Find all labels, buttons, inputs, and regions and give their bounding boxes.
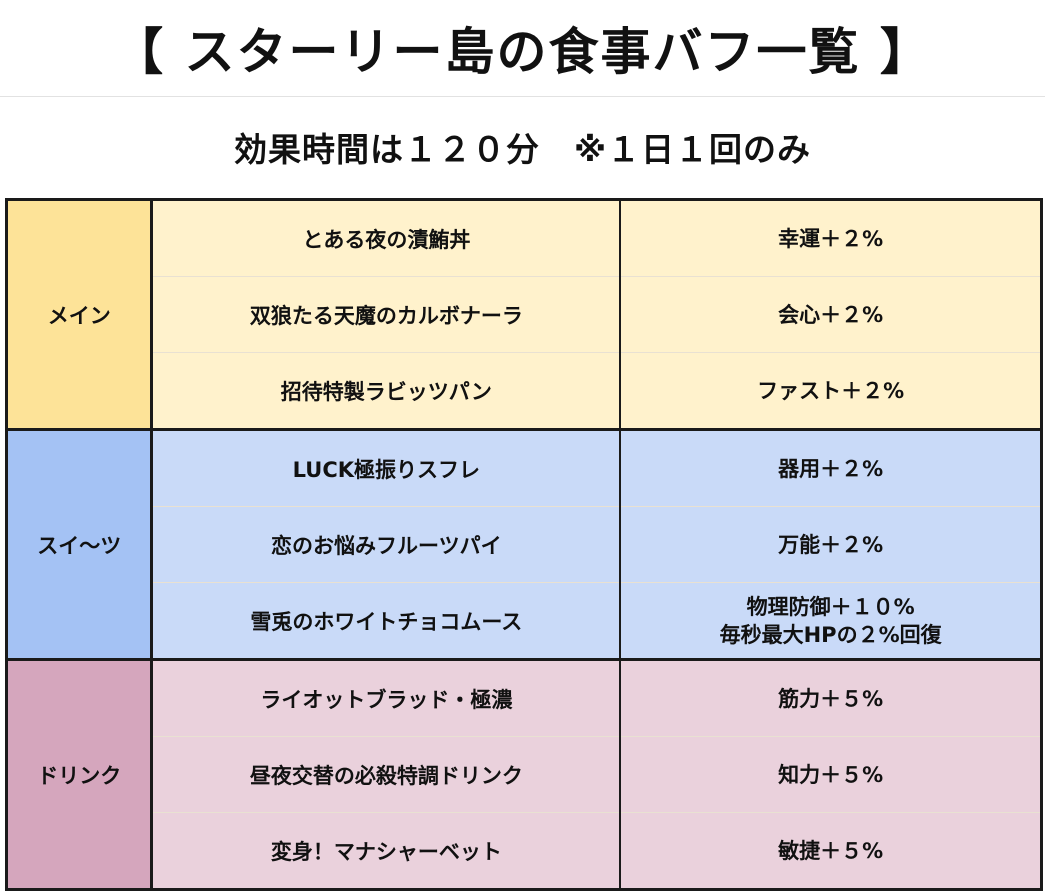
effect-cell: 会心＋２%	[620, 276, 1042, 353]
effect-cell: 敏捷＋５%	[620, 812, 1042, 890]
effect-cell: 器用＋２%	[620, 428, 1042, 507]
page-subtitle: 効果時間は１２０分 ※１日１回のみ	[233, 130, 812, 169]
table-row: 恋のお悩みフルーツパイ 万能＋２%	[7, 506, 1042, 583]
table-row: 招待特製ラビッツパン ファスト＋２%	[7, 352, 1042, 430]
table-row: ドリンク ライオットブラッド・極濃 筋力＋５%	[6, 658, 1042, 890]
food-name-cell: とある夜の漬鮪丼	[151, 198, 622, 277]
effect-cell: ファスト＋２%	[620, 352, 1042, 430]
table-row: スイ〜ツ LUCK極振りスフレ 器用＋２%	[6, 428, 1042, 660]
category-cell: スイ〜ツ	[6, 428, 154, 660]
table-row: メイン とある夜の漬鮪丼 幸運＋２%	[6, 198, 1042, 430]
category-cell: メイン	[6, 198, 154, 430]
food-name-cell: 双狼たる天魔のカルボナーラ	[151, 276, 622, 353]
effect-cell: 筋力＋５%	[620, 658, 1042, 737]
effect-cell: 知力＋５%	[620, 736, 1042, 813]
effect-cell: 幸運＋２%	[620, 198, 1042, 277]
table-row: 双狼たる天魔のカルボナーラ 会心＋２%	[7, 276, 1042, 353]
table-row: 雪兎のホワイトチョコムース 物理防御＋１０% 毎秒最大HPの２%回復	[7, 582, 1042, 660]
food-name-cell: 恋のお悩みフルーツパイ	[151, 506, 622, 583]
effect-cell: 万能＋２%	[620, 506, 1042, 583]
page-title: 【 スターリー島の食事バフ一覧 】	[0, 0, 1045, 97]
effect-text: 筋力＋５%	[778, 686, 884, 711]
effect-text: ファスト＋２%	[757, 378, 905, 403]
effect-text: 万能＋２%	[778, 532, 884, 557]
effect-text: 幸運＋２%	[778, 226, 884, 251]
food-name-cell: 招待特製ラビッツパン	[151, 352, 622, 430]
effect-text: 毎秒最大HPの２%回復	[719, 622, 942, 647]
category-cell: ドリンク	[6, 658, 154, 890]
effect-text: 会心＋２%	[778, 302, 884, 327]
food-name-cell: 変身！マナシャーベット	[151, 812, 622, 890]
effect-text: 物理防御＋１０%	[746, 594, 915, 619]
food-name-cell: 昼夜交替の必殺特調ドリンク	[151, 736, 622, 813]
table-row: 昼夜交替の必殺特調ドリンク 知力＋５%	[7, 736, 1042, 813]
table-row: 変身！マナシャーベット 敏捷＋５%	[7, 812, 1042, 890]
food-name-cell: ライオットブラッド・極濃	[151, 658, 622, 737]
effect-text: 器用＋２%	[778, 456, 884, 481]
food-name-cell: LUCK極振りスフレ	[151, 428, 622, 507]
buff-table: メイン とある夜の漬鮪丼 幸運＋２% 双狼たる天魔のカルボナーラ 会心＋２% 招待特製ラビ…	[5, 198, 1043, 891]
food-name-cell: 雪兎のホワイトチョコムース	[151, 582, 622, 660]
effect-text: 敏捷＋５%	[778, 838, 884, 863]
effect-text: 知力＋５%	[778, 762, 884, 787]
effect-cell: 物理防御＋１０% 毎秒最大HPの２%回復	[620, 582, 1042, 660]
